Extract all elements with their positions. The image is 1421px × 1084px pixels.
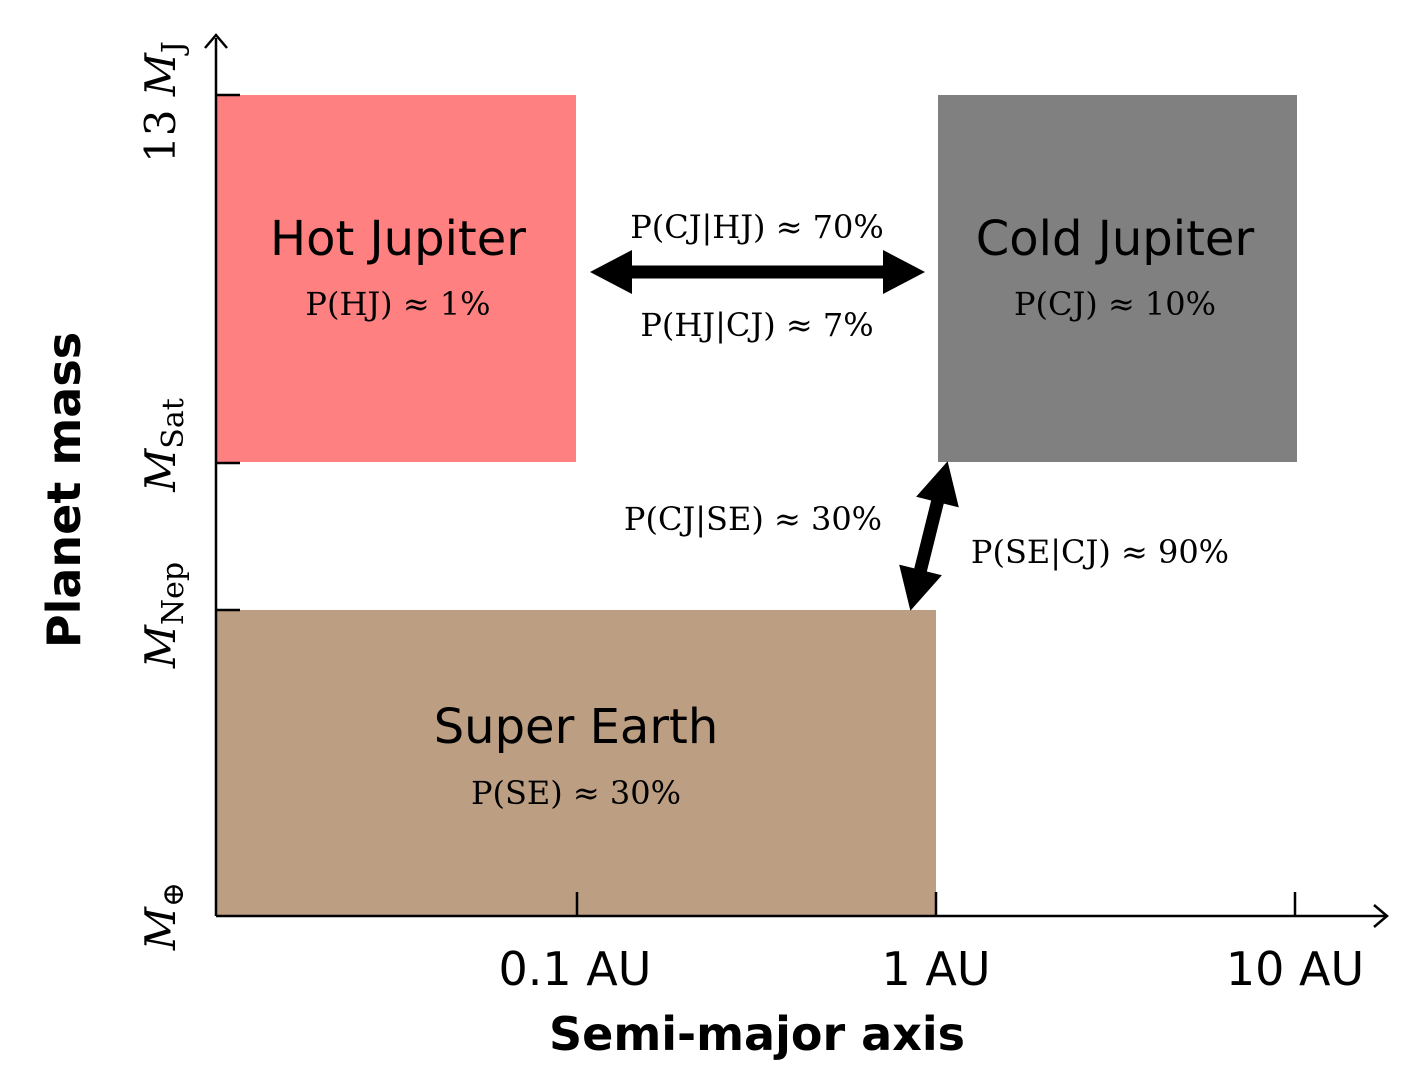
y-axis-title: Planet mass xyxy=(37,332,91,648)
y-tick-label-mearth: M⊕ xyxy=(136,882,191,951)
super-earth-title: Super Earth xyxy=(434,699,719,755)
p-cj-given-se: P(CJ|SE) ≈ 30% xyxy=(624,500,882,538)
y-tick-label-msat: MSat xyxy=(136,398,191,493)
super-earth-prob: P(SE) ≈ 30% xyxy=(471,774,681,812)
hot-jupiter-title: Hot Jupiter xyxy=(270,211,526,267)
x-tick-label-1au: 1 AU xyxy=(881,942,990,996)
x-axis-arrowhead xyxy=(1373,904,1389,928)
y-tick-label-13mj: 13 MJ xyxy=(136,41,191,163)
p-hj-given-cj: P(HJ|CJ) ≈ 7% xyxy=(640,306,873,344)
hj-cj-double-arrow xyxy=(590,250,925,294)
cold-jupiter-title: Cold Jupiter xyxy=(976,211,1255,267)
p-cj-given-hj: P(CJ|HJ) ≈ 70% xyxy=(630,208,884,246)
super-earth-region xyxy=(216,610,936,916)
hot-jupiter-prob: P(HJ) ≈ 1% xyxy=(305,285,490,323)
x-tick-label-10au: 10 AU xyxy=(1226,942,1364,996)
se-cj-double-arrow xyxy=(899,461,959,611)
x-tick-label-0.1au: 0.1 AU xyxy=(499,942,652,996)
cold-jupiter-region xyxy=(938,95,1297,462)
x-axis-title: Semi-major axis xyxy=(549,1007,965,1061)
y-axis-arrowhead xyxy=(204,33,228,49)
hot-jupiter-region xyxy=(216,95,576,462)
cold-jupiter-prob: P(CJ) ≈ 10% xyxy=(1014,285,1216,323)
y-tick-label-mnep: MNep xyxy=(136,562,191,669)
p-se-given-cj: P(SE|CJ) ≈ 90% xyxy=(971,533,1229,571)
